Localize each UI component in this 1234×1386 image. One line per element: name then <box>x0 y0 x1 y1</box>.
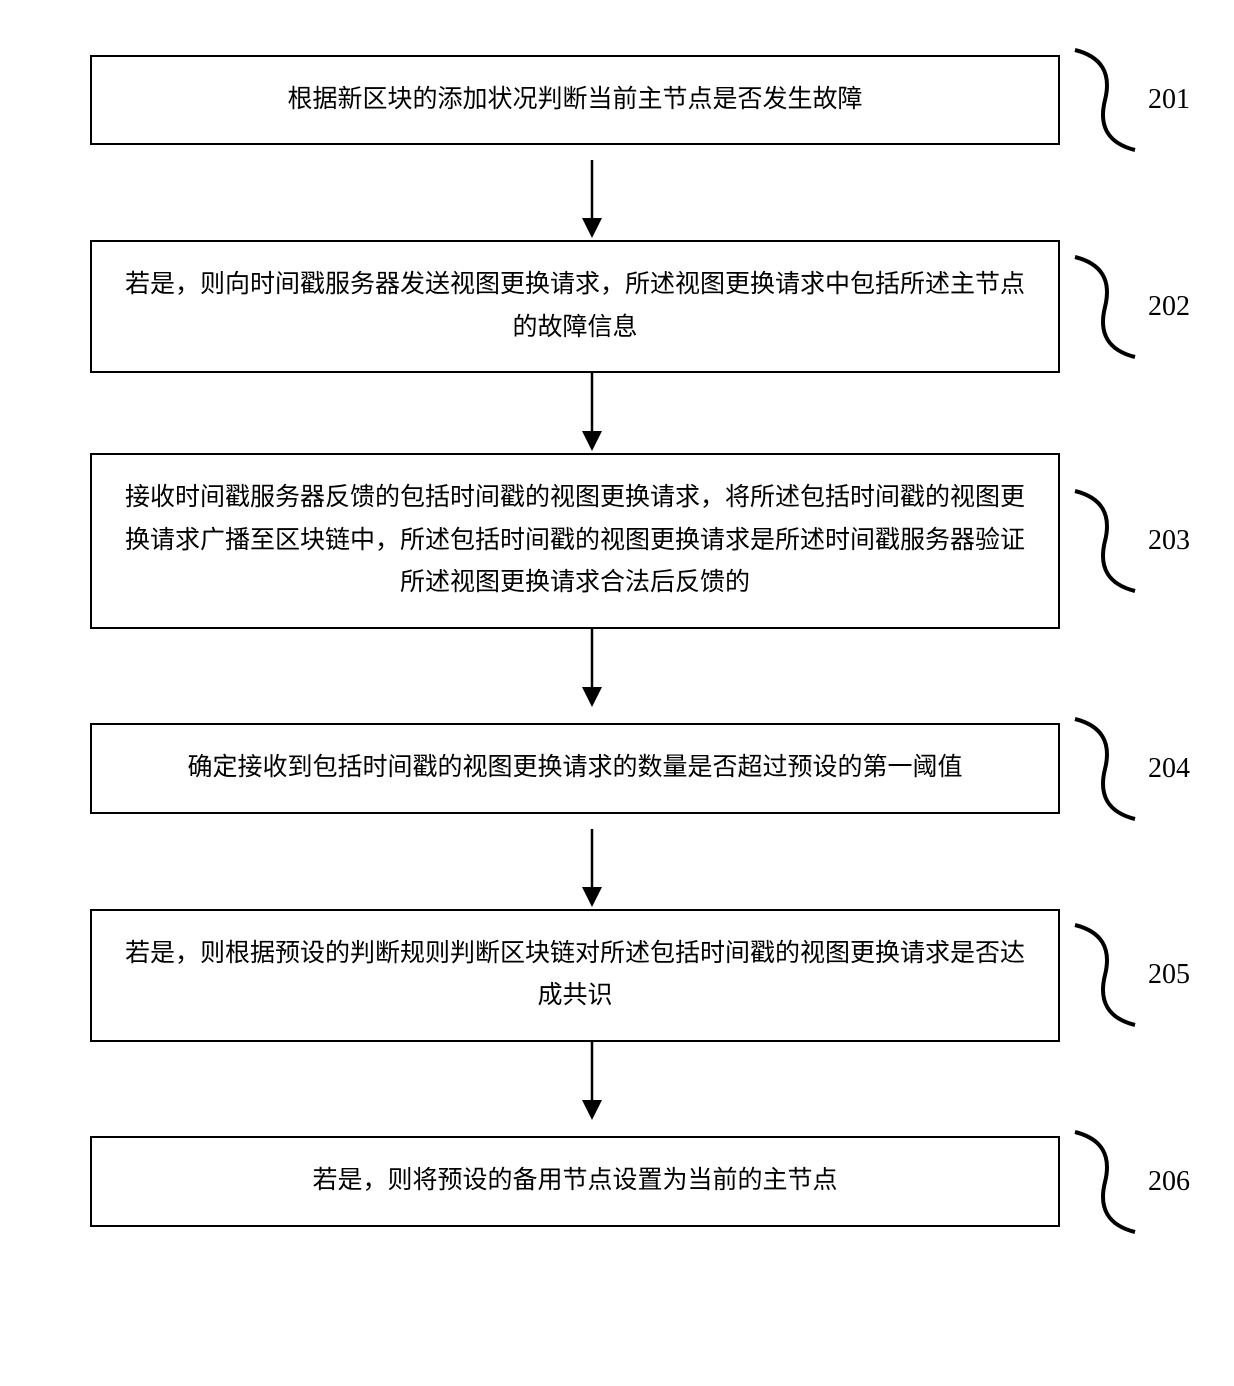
step-label-3: 203 <box>1148 525 1190 557</box>
step-label-6: 206 <box>1148 1166 1190 1198</box>
label-container-5: 205 <box>1070 915 1190 1035</box>
step-row-1: 根据新区块的添加状况判断当前主节点是否发生故障 201 <box>30 40 1204 160</box>
arrow-4 <box>5 829 1179 909</box>
step-box-3: 接收时间戳服务器反馈的包括时间戳的视图更换请求，将所述包括时间戳的视图更换请求广… <box>90 453 1060 629</box>
step-box-2: 若是，则向时间戳服务器发送视图更换请求，所述视图更换请求中包括所述主节点的故障信… <box>90 240 1060 373</box>
arrow-3 <box>5 629 1179 709</box>
step-box-6: 若是，则将预设的备用节点设置为当前的主节点 <box>90 1136 1060 1227</box>
step-row-5: 若是，则根据预设的判断规则判断区块链对所述包括时间戳的视图更换请求是否达成共识 … <box>30 909 1204 1042</box>
wave-connector-icon <box>1070 1122 1140 1242</box>
step-row-6: 若是，则将预设的备用节点设置为当前的主节点 206 <box>30 1122 1204 1242</box>
step-text-4: 确定接收到包括时间戳的视图更换请求的数量是否超过预设的第一阈值 <box>187 747 962 790</box>
label-container-4: 204 <box>1070 709 1190 829</box>
step-row-2: 若是，则向时间戳服务器发送视图更换请求，所述视图更换请求中包括所述主节点的故障信… <box>30 240 1204 373</box>
step-text-3: 接收时间戳服务器反馈的包括时间戳的视图更换请求，将所述包括时间戳的视图更换请求广… <box>122 477 1028 605</box>
step-label-5: 205 <box>1148 959 1190 991</box>
arrow-down-icon <box>572 373 612 453</box>
step-text-6: 若是，则将预设的备用节点设置为当前的主节点 <box>312 1160 837 1203</box>
label-container-3: 203 <box>1070 481 1190 601</box>
wave-connector-icon <box>1070 915 1140 1035</box>
step-label-2: 202 <box>1148 291 1190 323</box>
arrow-down-icon <box>572 629 612 709</box>
step-text-2: 若是，则向时间戳服务器发送视图更换请求，所述视图更换请求中包括所述主节点的故障信… <box>122 264 1028 349</box>
label-container-2: 202 <box>1070 247 1190 367</box>
wave-connector-icon <box>1070 709 1140 829</box>
arrow-down-icon <box>572 829 612 909</box>
label-container-1: 201 <box>1070 40 1190 160</box>
arrow-down-icon <box>572 160 612 240</box>
arrow-5 <box>5 1042 1179 1122</box>
step-label-4: 204 <box>1148 753 1190 785</box>
step-text-1: 根据新区块的添加状况判断当前主节点是否发生故障 <box>287 79 862 122</box>
flowchart-container: 根据新区块的添加状况判断当前主节点是否发生故障 201 若是，则向时间戳服务器发… <box>30 40 1204 1242</box>
wave-connector-icon <box>1070 481 1140 601</box>
step-text-5: 若是，则根据预设的判断规则判断区块链对所述包括时间戳的视图更换请求是否达成共识 <box>122 933 1028 1018</box>
step-row-4: 确定接收到包括时间戳的视图更换请求的数量是否超过预设的第一阈值 204 <box>30 709 1204 829</box>
step-box-4: 确定接收到包括时间戳的视图更换请求的数量是否超过预设的第一阈值 <box>90 723 1060 814</box>
wave-connector-icon <box>1070 40 1140 160</box>
arrow-down-icon <box>572 1042 612 1122</box>
arrow-1 <box>5 160 1179 240</box>
wave-connector-icon <box>1070 247 1140 367</box>
step-box-5: 若是，则根据预设的判断规则判断区块链对所述包括时间戳的视图更换请求是否达成共识 <box>90 909 1060 1042</box>
step-label-1: 201 <box>1148 84 1190 116</box>
step-row-3: 接收时间戳服务器反馈的包括时间戳的视图更换请求，将所述包括时间戳的视图更换请求广… <box>30 453 1204 629</box>
step-box-1: 根据新区块的添加状况判断当前主节点是否发生故障 <box>90 55 1060 146</box>
label-container-6: 206 <box>1070 1122 1190 1242</box>
arrow-2 <box>5 373 1179 453</box>
